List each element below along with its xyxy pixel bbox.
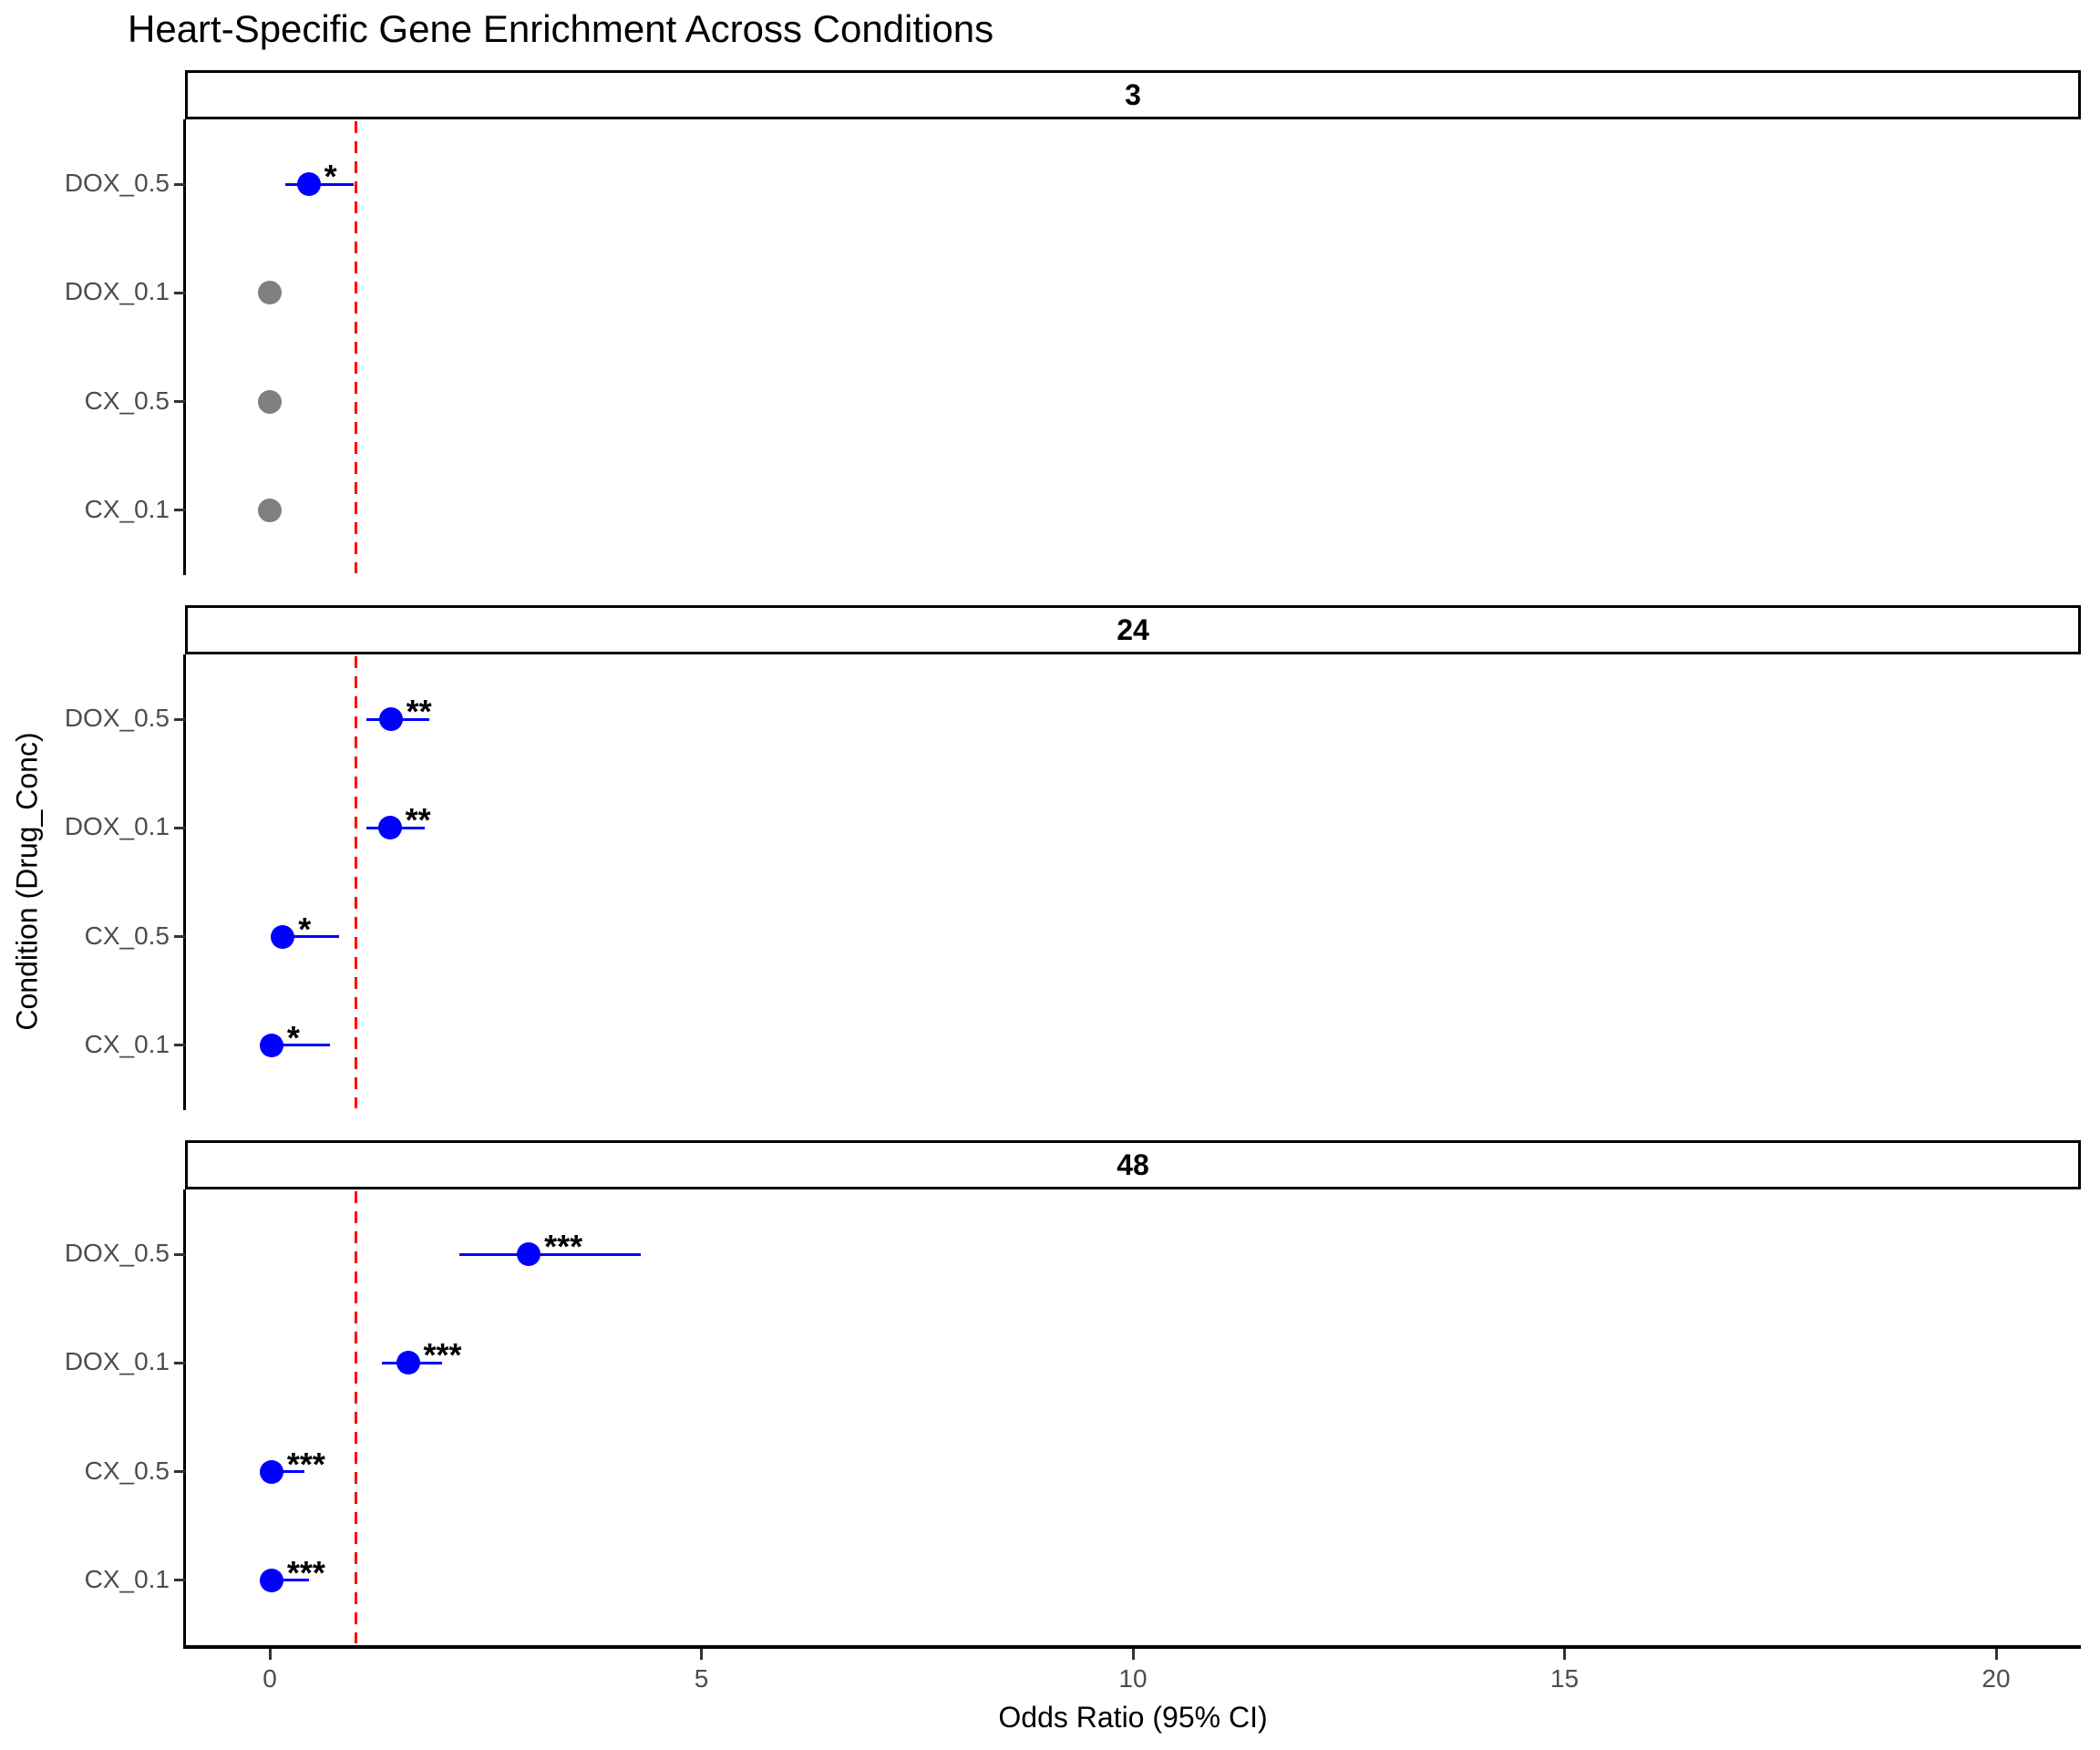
y-tick-label: DOX_0.1: [64, 812, 170, 841]
y-tick-label: CX_0.1: [84, 1029, 170, 1058]
facet-strip-label: 24: [1117, 612, 1149, 646]
sig-label: **: [405, 801, 431, 839]
error-bar: [270, 1470, 304, 1474]
sig-label: ***: [286, 1445, 325, 1483]
sig-label: ***: [544, 1228, 583, 1266]
y-tick-label: CX_0.5: [84, 921, 170, 950]
x-tick-mark: [1563, 1649, 1566, 1660]
y-tick-mark: [174, 400, 185, 404]
y-tick-label: DOX_0.5: [64, 704, 170, 733]
data-point: [378, 707, 403, 732]
x-tick-label: 20: [1982, 1664, 2011, 1693]
facet-strip: 24: [185, 605, 2081, 654]
sig-label: *: [298, 910, 312, 948]
y-tick-mark: [174, 935, 185, 939]
y-tick-mark: [174, 1361, 185, 1364]
x-axis-title: Odds Ratio (95% CI): [998, 1701, 1268, 1734]
data-point: [271, 924, 295, 949]
x-tick-mark: [700, 1649, 703, 1660]
y-tick-label: CX_0.1: [84, 494, 170, 523]
y-tick-mark: [174, 291, 185, 294]
reference-line: [355, 121, 358, 573]
x-tick-mark: [268, 1649, 272, 1660]
data-point: [258, 498, 282, 522]
reference-line: [355, 656, 358, 1108]
x-tick-label: 10: [1118, 1664, 1148, 1693]
data-point: [259, 1459, 283, 1484]
data-point: [258, 281, 282, 305]
x-tick-label: 15: [1549, 1664, 1580, 1693]
facet-strip-label: 3: [1125, 77, 1141, 111]
error-bar: [270, 1044, 331, 1047]
data-point: [259, 1033, 283, 1057]
data-point: [296, 172, 321, 197]
y-tick-label: CX_0.5: [84, 386, 170, 415]
data-point: [396, 1351, 420, 1375]
error-bar: [270, 1579, 309, 1582]
y-tick-mark: [174, 182, 185, 186]
x-tick-label: 0: [262, 1664, 277, 1693]
sig-label: ***: [423, 1336, 462, 1374]
x-tick-label: 5: [694, 1664, 709, 1693]
y-tick-label: DOX_0.1: [64, 277, 170, 306]
y-axis-line: [183, 119, 186, 575]
data-point: [377, 816, 402, 840]
chart-title: Heart-Specific Gene Enrichment Across Co…: [128, 7, 994, 50]
y-tick-mark: [174, 1044, 185, 1047]
x-tick-mark: [1994, 1649, 1998, 1660]
x-tick-mark: [1131, 1649, 1135, 1660]
y-tick-label: DOX_0.1: [64, 1347, 170, 1376]
sig-label: ***: [286, 1553, 325, 1591]
data-point: [259, 1568, 283, 1592]
y-tick-mark: [174, 1470, 185, 1474]
x-axis-line: [183, 1645, 2081, 1649]
y-axis-line: [183, 1189, 186, 1645]
y-tick-label: DOX_0.5: [64, 169, 170, 198]
y-tick-mark: [174, 826, 185, 829]
data-point: [517, 1242, 541, 1267]
facet-strip-label: 48: [1117, 1148, 1149, 1181]
y-tick-mark: [174, 1252, 185, 1256]
error-bar: [459, 1252, 642, 1256]
y-tick-label: CX_0.1: [84, 1564, 170, 1593]
y-tick-label: DOX_0.5: [64, 1239, 170, 1268]
sig-label: *: [286, 1018, 300, 1056]
y-tick-mark: [174, 717, 185, 721]
y-tick-label: CX_0.5: [84, 1456, 170, 1485]
y-axis-line: [183, 654, 186, 1110]
facet-strip: 3: [185, 70, 2081, 119]
sig-label: **: [406, 693, 432, 731]
y-tick-mark: [174, 1579, 185, 1582]
sig-label: *: [324, 158, 337, 196]
y-tick-mark: [174, 509, 185, 512]
data-point: [258, 389, 282, 414]
error-bar: [272, 935, 339, 939]
reference-line: [355, 1191, 358, 1643]
facet-strip: 48: [185, 1140, 2081, 1189]
